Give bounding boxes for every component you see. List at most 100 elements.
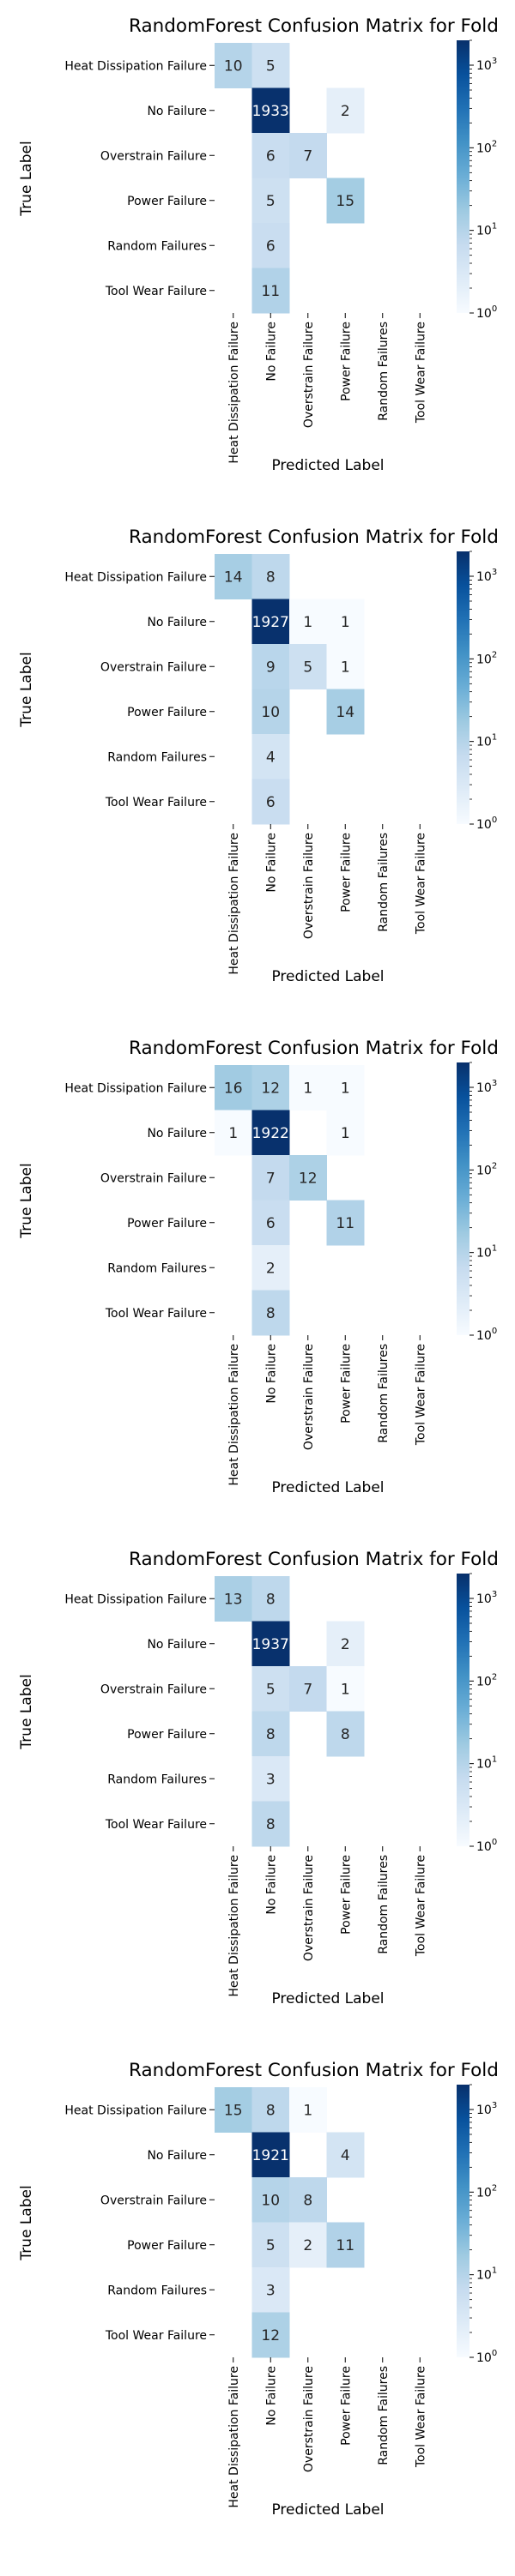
x-axis-label: Predicted Label — [271, 1990, 384, 2007]
heatmap-cell — [251, 1110, 290, 1156]
cell-value-label: 15 — [224, 2102, 243, 2119]
cell-value-label: 8 — [266, 2102, 276, 2119]
heatmap-cell — [326, 2222, 365, 2268]
cell-value-label: 1922 — [252, 1125, 289, 1142]
cell-value-label: 1 — [341, 614, 350, 631]
y-axis-label: True Label — [18, 141, 35, 216]
confusion-matrix-4: RandomForest Confusion Matrix for Fold13… — [18, 1549, 499, 2007]
cell-value-label: 1 — [341, 1681, 350, 1698]
cell-value-label: 2 — [341, 1636, 350, 1653]
cell-value-label: 8 — [266, 1816, 276, 1833]
x-tick-label: Power Failure — [339, 833, 353, 912]
cell-value-label: 1 — [341, 1080, 350, 1097]
y-tick-label: Power Failure — [127, 1217, 207, 1231]
y-tick-label: Overstrain Failure — [100, 2194, 207, 2207]
heatmap-cell — [326, 1666, 365, 1712]
cell-value-label: 1 — [341, 659, 350, 676]
heatmap-cell — [326, 1711, 365, 1757]
cell-value-label: 5 — [266, 57, 276, 75]
heatmap-cell — [251, 268, 290, 314]
chart-title: RandomForest Confusion Matrix for Fold — [129, 1549, 499, 1570]
x-tick-label: No Failure — [264, 2366, 278, 2426]
heatmap-cell — [251, 1711, 290, 1757]
heatmap-cell — [326, 1110, 365, 1156]
x-tick-label: Random Failures — [377, 2366, 391, 2465]
heatmap-cell — [251, 2132, 290, 2178]
colorbar-tick-label: 103 — [476, 57, 497, 73]
y-tick-label: Power Failure — [127, 1728, 207, 1742]
y-tick-label: Tool Wear Failure — [105, 285, 207, 298]
cell-value-label: 10 — [261, 2192, 280, 2209]
heatmap-cell — [251, 2222, 290, 2268]
heatmap-cell — [251, 1666, 290, 1712]
cell-value-label: 8 — [266, 569, 276, 586]
y-tick-label: Power Failure — [127, 706, 207, 719]
y-tick-label: Tool Wear Failure — [105, 796, 207, 810]
x-axis-label: Predicted Label — [271, 968, 384, 985]
cell-value-label: 4 — [266, 749, 276, 766]
cell-value-label: 1927 — [252, 614, 289, 631]
y-tick-label: Power Failure — [127, 2239, 207, 2253]
heatmap-cell — [251, 644, 290, 689]
cell-value-label: 6 — [266, 794, 276, 811]
cell-value-label: 11 — [261, 283, 280, 300]
cell-value-label: 1 — [303, 614, 312, 631]
x-tick-label: Random Failures — [377, 1855, 391, 1954]
y-tick-label: Heat Dissipation Failure — [64, 2104, 207, 2117]
y-tick-label: Overstrain Failure — [100, 149, 207, 163]
heatmap-cell — [251, 1756, 290, 1802]
heatmap-cell — [251, 178, 290, 224]
heatmap-cell — [251, 1576, 290, 1622]
heatmap-cell — [289, 2222, 327, 2268]
x-tick-label: Power Failure — [339, 1344, 353, 1423]
cell-value-label: 7 — [303, 147, 312, 165]
y-tick-label: No Failure — [147, 1638, 207, 1652]
colorbar-tick-label: 100 — [476, 304, 497, 321]
cell-value-label: 1937 — [252, 1636, 289, 1653]
chart-title: RandomForest Confusion Matrix for Fold — [129, 1038, 499, 1059]
x-tick-label: Heat Dissipation Failure — [227, 1855, 241, 1997]
y-tick-label: Heat Dissipation Failure — [64, 1592, 207, 1606]
heatmap-cell — [289, 1155, 327, 1201]
cell-value-label: 5 — [266, 2237, 276, 2254]
heatmap-cell — [326, 1200, 365, 1246]
heatmap-cell — [326, 2132, 365, 2178]
colorbar-tick-label: 100 — [476, 816, 497, 832]
heatmap-cell — [251, 1245, 290, 1291]
x-tick-label: Overstrain Failure — [302, 833, 316, 939]
colorbar-tick-label: 100 — [476, 1327, 497, 1343]
heatmap-cell — [251, 599, 290, 645]
y-tick-label: No Failure — [147, 616, 207, 629]
cell-value-label: 10 — [261, 704, 280, 721]
heatmap-cell — [289, 2177, 327, 2223]
colorbar — [457, 1062, 470, 1335]
heatmap-cell — [215, 1576, 252, 1622]
x-tick-label: Heat Dissipation Failure — [227, 833, 241, 975]
cell-value-label: 1 — [303, 1080, 312, 1097]
heatmap-cell — [251, 1621, 290, 1667]
heatmap-cell — [289, 644, 327, 689]
heatmap-cell — [289, 133, 327, 178]
cell-value-label: 16 — [224, 1080, 243, 1097]
cell-value-label: 6 — [266, 238, 276, 255]
cell-value-label: 1 — [303, 2102, 312, 2119]
x-tick-label: Tool Wear Failure — [414, 1344, 427, 1446]
cell-value-label: 14 — [224, 569, 243, 586]
cell-value-label: 9 — [266, 659, 276, 676]
y-tick-label: Random Failures — [107, 2284, 207, 2297]
colorbar-tick-label: 100 — [476, 2349, 497, 2365]
heatmap-cell — [251, 2267, 290, 2313]
heatmap-cell — [251, 87, 290, 134]
y-tick-label: No Failure — [147, 1127, 207, 1141]
heatmap-cell — [215, 2087, 252, 2133]
heatmap-cell — [251, 1155, 290, 1201]
heatmap-cell — [215, 1110, 252, 1156]
cell-value-label: 3 — [266, 2282, 276, 2299]
x-axis-label: Predicted Label — [271, 457, 384, 474]
cell-value-label: 8 — [266, 1305, 276, 1322]
y-axis-label: True Label — [18, 652, 35, 727]
cell-value-label: 12 — [261, 1080, 280, 1097]
x-tick-label: Power Failure — [339, 1855, 353, 1935]
colorbar-tick-label: 103 — [476, 1590, 497, 1606]
